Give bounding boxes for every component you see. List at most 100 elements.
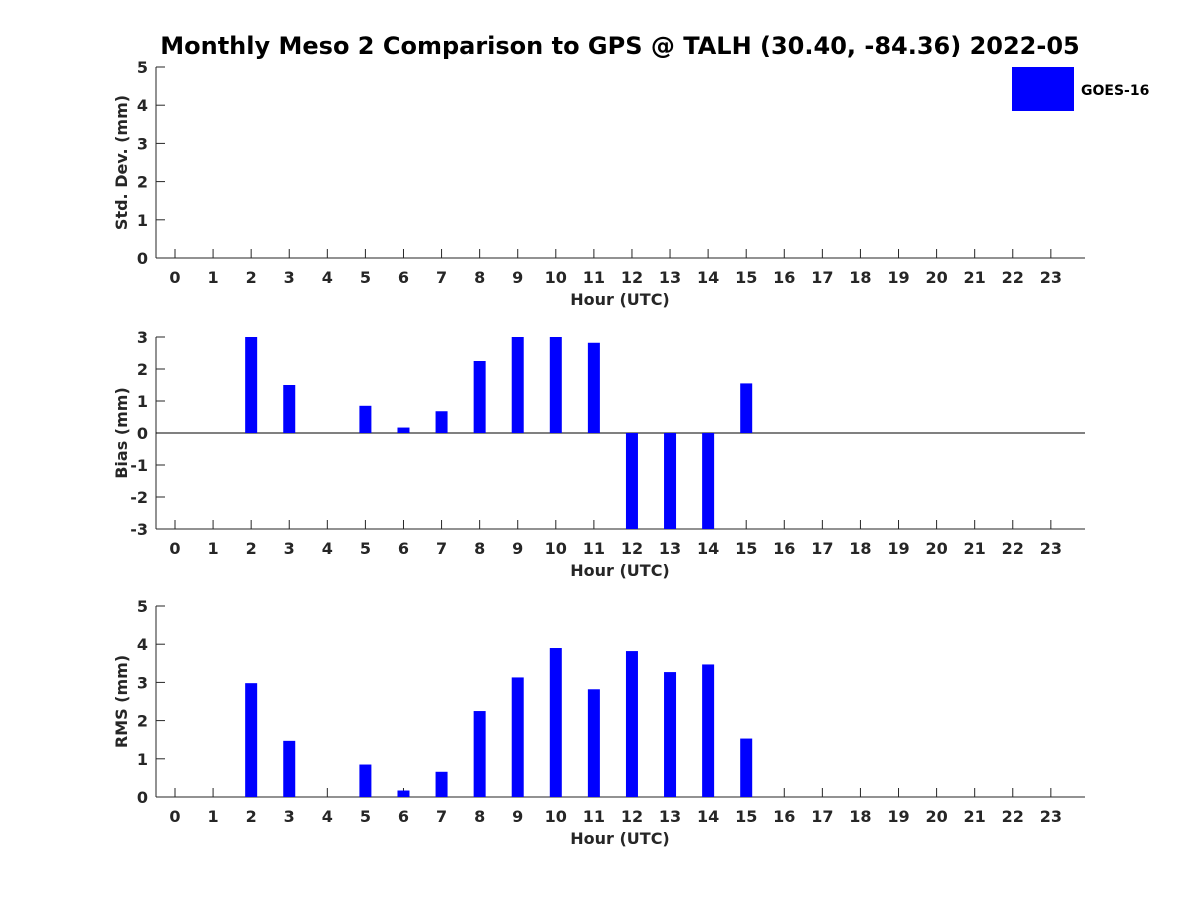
x-tick-label: 13 xyxy=(659,807,681,826)
bar xyxy=(511,677,524,797)
x-tick-label: 3 xyxy=(284,268,295,287)
x-tick-label: 17 xyxy=(811,539,833,558)
bar xyxy=(245,683,258,797)
y-axis-label: RMS (mm) xyxy=(112,655,131,748)
x-tick-label: 15 xyxy=(735,807,757,826)
bar xyxy=(740,383,753,433)
x-tick-label: 18 xyxy=(849,268,871,287)
x-tick-label: 9 xyxy=(512,807,523,826)
bar xyxy=(397,427,410,433)
x-axis-label: Hour (UTC) xyxy=(570,290,670,309)
x-tick-label: 4 xyxy=(322,268,333,287)
x-tick-label: 11 xyxy=(583,807,605,826)
x-tick-label: 13 xyxy=(659,539,681,558)
x-tick-label: 7 xyxy=(436,807,447,826)
x-tick-label: 22 xyxy=(1002,268,1024,287)
x-tick-label: 0 xyxy=(169,539,180,558)
y-axis-label: Std. Dev. (mm) xyxy=(112,95,131,230)
bar xyxy=(359,764,372,797)
x-tick-label: 10 xyxy=(545,807,567,826)
x-tick-label: 1 xyxy=(208,539,219,558)
x-tick-label: 15 xyxy=(735,539,757,558)
x-tick-label: 5 xyxy=(360,807,371,826)
x-tick-label: 0 xyxy=(169,807,180,826)
legend-swatch xyxy=(1012,67,1074,111)
x-tick-label: 1 xyxy=(208,268,219,287)
bar xyxy=(435,771,448,797)
x-tick-label: 21 xyxy=(964,268,986,287)
x-tick-label: 6 xyxy=(398,539,409,558)
y-tick-label: 1 xyxy=(137,211,148,230)
x-tick-label: 6 xyxy=(398,807,409,826)
x-tick-label: 2 xyxy=(246,539,257,558)
x-tick-label: 3 xyxy=(284,539,295,558)
y-tick-label: 1 xyxy=(137,750,148,769)
bar xyxy=(587,689,600,797)
bar xyxy=(473,711,486,797)
x-axis-label: Hour (UTC) xyxy=(570,829,670,848)
bar xyxy=(473,361,486,433)
y-tick-label: 0 xyxy=(137,249,148,268)
bar xyxy=(359,405,372,433)
x-tick-label: 17 xyxy=(811,807,833,826)
x-tick-label: 8 xyxy=(474,807,485,826)
x-tick-label: 17 xyxy=(811,268,833,287)
y-tick-label: 3 xyxy=(137,134,148,153)
x-tick-label: 16 xyxy=(773,539,795,558)
y-tick-label: 4 xyxy=(137,96,148,115)
x-tick-label: 9 xyxy=(512,268,523,287)
x-tick-label: 23 xyxy=(1040,268,1062,287)
bar xyxy=(245,337,258,433)
bar xyxy=(549,337,562,433)
x-tick-label: 16 xyxy=(773,268,795,287)
y-tick-label: 0 xyxy=(137,788,148,807)
y-tick-label: -2 xyxy=(130,488,148,507)
y-tick-label: 0 xyxy=(137,424,148,443)
x-tick-label: 22 xyxy=(1002,539,1024,558)
x-tick-label: 9 xyxy=(512,539,523,558)
x-tick-label: 23 xyxy=(1040,539,1062,558)
legend-label: GOES-16 xyxy=(1081,83,1149,99)
x-tick-label: 20 xyxy=(925,807,947,826)
x-tick-label: 2 xyxy=(246,268,257,287)
y-tick-label: -1 xyxy=(130,456,148,475)
y-axis-label: Bias (mm) xyxy=(112,387,131,479)
y-tick-label: -3 xyxy=(130,520,148,539)
y-tick-label: 4 xyxy=(137,635,148,654)
x-tick-label: 2 xyxy=(246,807,257,826)
bar xyxy=(397,790,410,797)
legend: GOES-16 xyxy=(1012,67,1149,111)
bar xyxy=(587,342,600,433)
y-tick-label: 3 xyxy=(137,328,148,347)
bar xyxy=(435,411,448,433)
x-tick-label: 19 xyxy=(887,807,909,826)
y-tick-label: 5 xyxy=(137,58,148,77)
x-tick-label: 8 xyxy=(474,268,485,287)
x-tick-label: 19 xyxy=(887,539,909,558)
x-tick-label: 12 xyxy=(621,268,643,287)
x-tick-label: 11 xyxy=(583,539,605,558)
y-tick-label: 1 xyxy=(137,392,148,411)
bar xyxy=(664,672,677,797)
x-tick-label: 8 xyxy=(474,539,485,558)
bar xyxy=(702,664,715,797)
x-tick-label: 12 xyxy=(621,539,643,558)
y-tick-label: 2 xyxy=(137,360,148,379)
bar xyxy=(283,385,296,433)
x-tick-label: 13 xyxy=(659,268,681,287)
bar xyxy=(549,648,562,797)
x-tick-label: 10 xyxy=(545,268,567,287)
x-tick-label: 20 xyxy=(925,539,947,558)
x-tick-label: 21 xyxy=(964,539,986,558)
x-tick-label: 20 xyxy=(925,268,947,287)
x-tick-label: 18 xyxy=(849,539,871,558)
x-tick-label: 6 xyxy=(398,268,409,287)
bar xyxy=(625,651,638,797)
bar xyxy=(740,738,753,797)
x-tick-label: 10 xyxy=(545,539,567,558)
bar xyxy=(702,433,715,529)
y-tick-label: 2 xyxy=(137,712,148,731)
